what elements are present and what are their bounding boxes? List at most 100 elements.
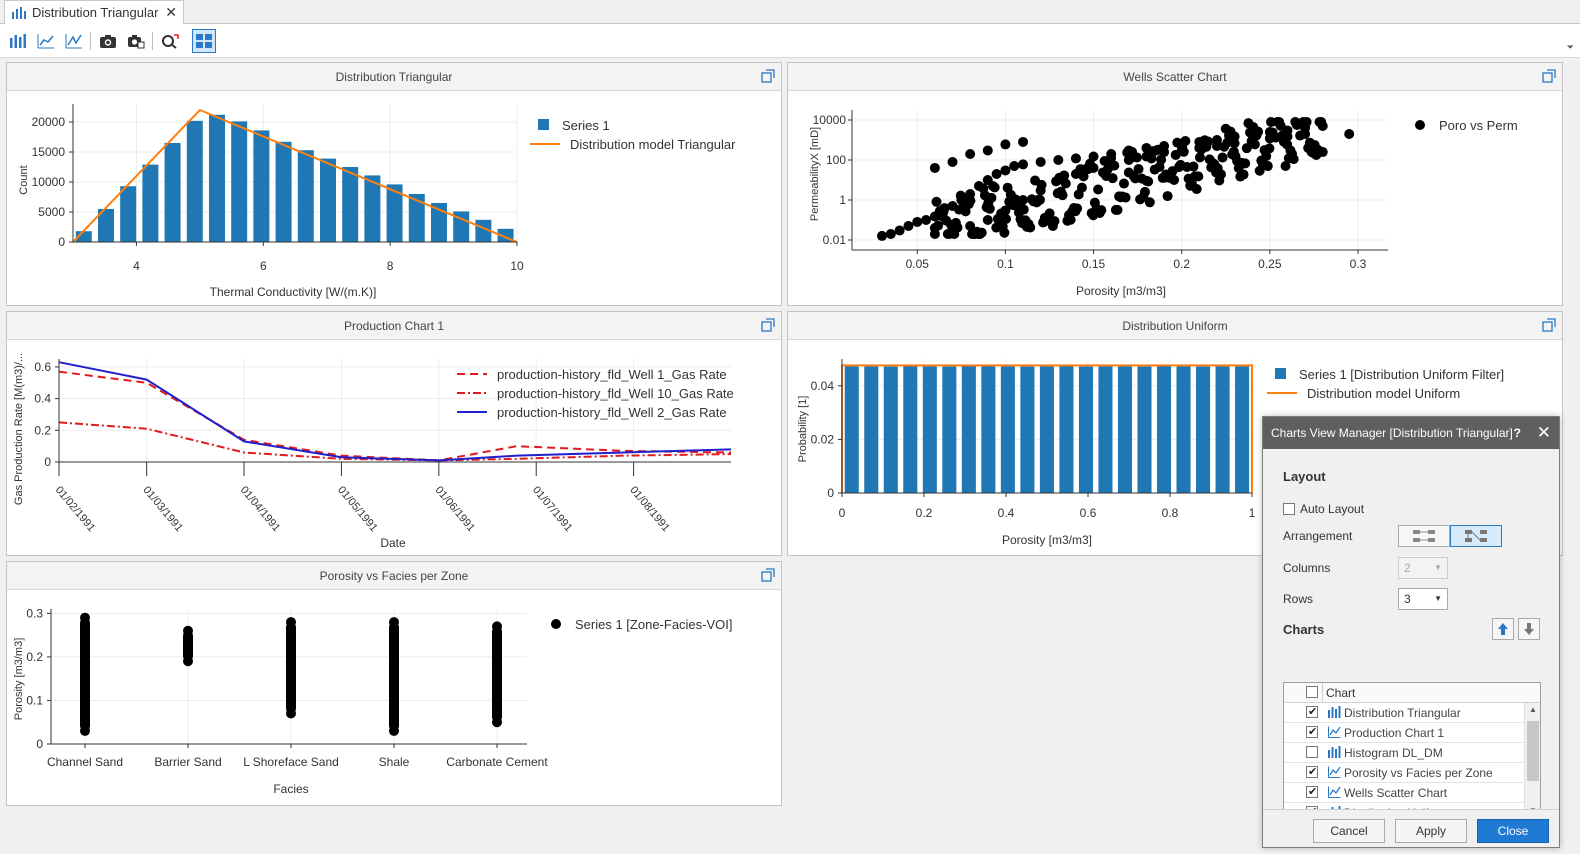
histogram-bar [186,120,203,242]
scatter-point [1170,149,1181,160]
x-tick-label: Carbonate Cement [446,755,548,769]
legend-label: production-history_fld_Well 10_Gas Rate [497,386,734,401]
legend-label: Series 1 [Zone-Facies-VOI] [575,617,733,632]
move-up-button[interactable] [1492,618,1514,640]
histogram-bar [864,366,879,493]
tab-title: Distribution Triangular [32,5,159,20]
arrangement-horizontal-icon [1413,530,1435,542]
chevron-down-icon: ▼ [1434,563,1442,572]
close-icon[interactable]: ✕ [165,4,177,20]
select-all-checkbox[interactable] [1306,686,1318,698]
toolbar-separator [152,32,153,50]
move-down-button[interactable] [1518,618,1540,640]
layout-grid-button[interactable] [192,29,216,53]
x-tick-label: 01/06/1991 [433,484,478,534]
help-icon[interactable]: ? [1513,426,1521,440]
scatter-point [894,225,905,236]
scroll-up-icon[interactable]: ▲ [1529,705,1537,714]
chart-list-row[interactable]: Production Chart 1 [1284,723,1540,743]
scatter-chart-button[interactable] [62,29,86,53]
apply-button[interactable]: Apply [1395,819,1467,843]
scatter-chart-icon [1328,786,1341,801]
scrollbar-thumb[interactable] [1527,721,1539,781]
scatter-point [1262,161,1273,172]
scatter-point [999,227,1010,238]
scatter-point [389,617,399,628]
scatter-point [1253,126,1264,137]
toolbar-overflow-icon[interactable]: ⏷ [1566,42,1574,52]
histogram-bar [364,175,381,242]
y-tick-label: 1 [839,193,846,207]
chevron-down-icon: ▼ [1434,594,1442,603]
refresh-chart-button[interactable] [158,29,182,53]
column-divider [1322,683,1323,703]
popout-icon[interactable] [1542,318,1556,332]
histogram-bar [275,141,292,242]
scatter-point [1120,192,1131,203]
chart-visible-checkbox[interactable] [1306,765,1318,778]
columns-select[interactable]: 2 ▼ [1398,557,1448,579]
scatter-point [931,196,942,207]
scatter-point [1070,153,1081,164]
chart-visible-checkbox[interactable] [1306,746,1318,758]
histogram-bar [297,150,314,242]
scatter-point [1133,164,1144,175]
y-tick-label: 0.4 [34,392,51,406]
popout-icon[interactable] [1542,69,1556,83]
camera-button[interactable] [96,29,120,53]
popout-icon[interactable] [761,568,775,582]
x-tick-label: Shale [379,755,410,769]
x-tick-label: 01/04/1991 [238,484,283,534]
camera-copy-button[interactable] [124,29,148,53]
scatter-point [492,621,502,632]
chart-visible-checkbox[interactable] [1306,725,1318,738]
scatter-point [1225,126,1236,137]
popout-icon[interactable] [761,318,775,332]
chart-list-row[interactable]: Wells Scatter Chart [1284,783,1540,803]
close-button[interactable]: Close [1477,819,1549,843]
chart-visible-checkbox[interactable] [1306,705,1318,718]
bar-chart-icon [12,6,26,19]
rows-select[interactable]: 3 ▼ [1398,588,1448,610]
scatter-point [903,221,914,232]
x-tick-label: 4 [133,259,140,273]
histogram-bar [1039,366,1054,493]
arrangement-vertical-button[interactable] [1450,525,1502,547]
arrangement-horizontal-button[interactable] [1398,525,1450,547]
histogram-bar [253,130,270,242]
x-tick-label: 01/03/1991 [140,484,185,534]
close-icon[interactable]: ✕ [1536,423,1551,442]
grid-scrollbar[interactable]: ▲ ▼ [1524,703,1540,817]
category-point-band [183,630,193,662]
scatter-point [991,168,1002,179]
y-tick-label: 0 [58,235,65,249]
bar-chart-button[interactable] [6,29,30,53]
histogram-bar [75,231,92,242]
y-tick-label: 0.1 [26,693,43,707]
popout-icon[interactable] [761,69,775,83]
chart-list-row[interactable]: Histogram DL_DM [1284,743,1540,763]
y-tick-label: 0.3 [26,606,43,620]
x-tick-label: 0.1 [997,257,1014,271]
scatter-point [1131,152,1142,163]
chart-list-row[interactable]: Porosity vs Facies per Zone [1284,763,1540,783]
scatter-point [1034,194,1045,205]
y-tick-label: 0.02 [811,432,835,446]
chart-list-row[interactable]: Distribution Triangular [1284,703,1540,723]
scatter-point [1288,154,1299,165]
cancel-button[interactable]: Cancel [1313,819,1385,843]
x-tick-label: Barrier Sand [154,755,221,769]
scatter-point [1312,144,1323,155]
chart-panel-wells-scatter: Wells Scatter Chart 0.05 0.1 0.15 0.2 0.25 0.… [787,62,1563,306]
histogram-bar [844,366,859,493]
chart-column-header[interactable]: Chart [1326,686,1356,700]
auto-layout-checkbox[interactable] [1283,503,1295,515]
line-chart-button[interactable] [34,29,58,53]
tab-distribution-triangular[interactable]: Distribution Triangular ✕ [4,0,184,24]
x-tick-label: 8 [387,259,394,273]
chart-visible-checkbox[interactable] [1306,785,1318,798]
x-tick-label: 10 [510,259,524,273]
y-tick-label: 0 [827,486,834,500]
x-axis-label: Date [380,536,406,550]
